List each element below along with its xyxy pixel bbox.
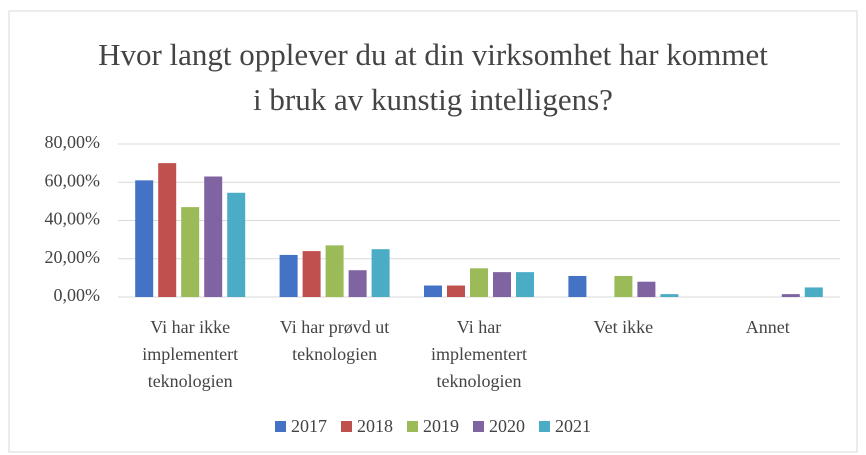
y-tick-label: 20,00% — [45, 247, 101, 267]
bar — [204, 176, 223, 297]
bar — [135, 180, 154, 297]
bar — [568, 275, 587, 297]
bar — [302, 251, 321, 297]
y-tick-label: 40,00% — [45, 209, 101, 229]
bar — [804, 287, 823, 297]
legend-label: 2017 — [291, 416, 327, 436]
bar — [493, 272, 511, 297]
bar — [181, 207, 200, 297]
legend-label: 2019 — [423, 416, 459, 436]
x-tick-label: Vet ikke — [593, 317, 654, 337]
x-tick-label: Annet — [745, 317, 790, 337]
chart-title: Hvor langt opplever du at din virksomhet… — [98, 37, 768, 117]
legend-swatch — [473, 421, 484, 432]
bar — [781, 294, 800, 297]
bar — [614, 275, 633, 297]
y-tick-label: 0,00% — [54, 285, 101, 305]
bar — [516, 272, 534, 297]
legend-swatch — [341, 421, 352, 432]
legend-swatch — [275, 421, 286, 432]
legend-item: 2017 — [275, 416, 327, 437]
chart-frame — [8, 10, 858, 453]
bar — [158, 163, 177, 297]
x-tick-label: Vi har implementert teknologien — [431, 317, 527, 391]
bar — [325, 245, 344, 297]
legend-label: 2018 — [357, 416, 393, 436]
legend: 2017 2018 2019 2020 2021 — [0, 416, 866, 437]
legend-swatch — [539, 421, 550, 432]
bar — [637, 281, 656, 297]
bar — [660, 294, 679, 297]
legend-item: 2021 — [539, 416, 591, 437]
x-tick-label: Vi har ikke implementert teknologien — [142, 317, 239, 391]
y-tick-label: 80,00% — [45, 132, 101, 152]
bar — [371, 249, 390, 297]
x-tick-label: Vi har prøvd ut teknologien — [279, 317, 390, 364]
bar — [279, 254, 298, 297]
bar — [424, 285, 442, 297]
legend-item: 2018 — [341, 416, 393, 437]
legend-swatch — [407, 421, 418, 432]
legend-label: 2021 — [555, 416, 591, 436]
y-tick-label: 60,00% — [45, 170, 101, 190]
legend-item: 2020 — [473, 416, 525, 437]
bar — [227, 192, 246, 297]
legend-label: 2020 — [489, 416, 525, 436]
legend-item: 2019 — [407, 416, 459, 437]
bar — [447, 285, 465, 297]
bar — [348, 270, 367, 297]
bar — [470, 268, 488, 297]
